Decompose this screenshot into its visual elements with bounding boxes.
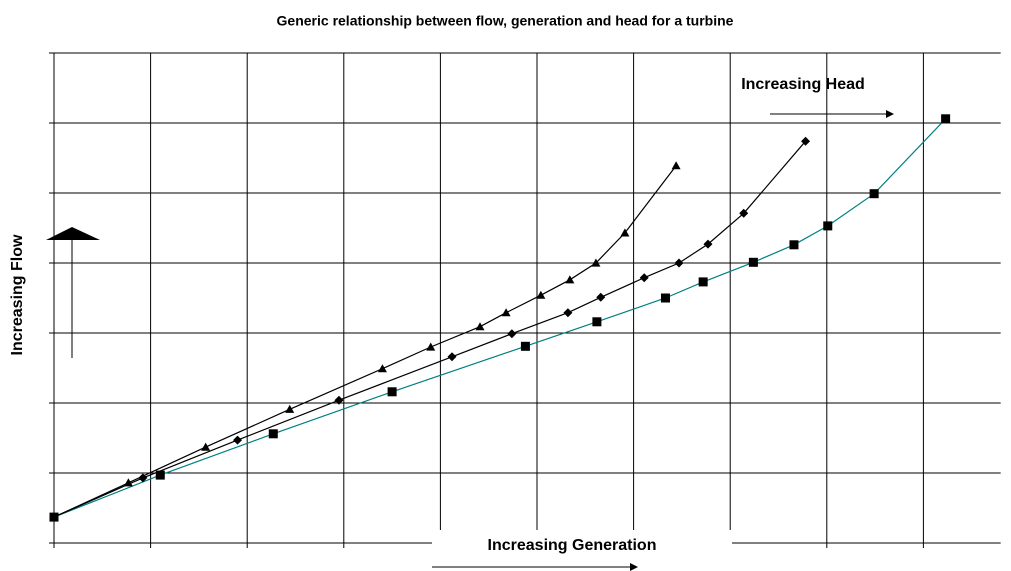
line xyxy=(53,140,807,518)
point xyxy=(698,277,708,287)
point xyxy=(49,512,59,521)
point xyxy=(941,114,951,124)
point xyxy=(123,478,133,487)
point xyxy=(703,239,713,249)
chart-title: Generic relationship between flow, gener… xyxy=(277,13,734,29)
point xyxy=(565,275,575,284)
point xyxy=(501,308,511,317)
arrow-head xyxy=(886,110,894,118)
point xyxy=(823,221,833,231)
point xyxy=(447,352,457,362)
point xyxy=(801,136,811,146)
grid xyxy=(49,52,1001,548)
label-box xyxy=(432,530,732,560)
point xyxy=(536,290,546,299)
x-axis-label: Increasing Generation xyxy=(488,537,657,554)
point xyxy=(268,429,278,439)
point xyxy=(426,342,436,351)
point xyxy=(520,341,530,351)
point xyxy=(233,435,243,445)
point xyxy=(620,228,630,237)
point xyxy=(201,442,211,451)
line xyxy=(53,165,677,518)
plot xyxy=(49,114,951,522)
point xyxy=(739,208,749,218)
point xyxy=(377,364,387,373)
point xyxy=(592,317,602,327)
point xyxy=(674,258,684,268)
point xyxy=(475,322,485,331)
point xyxy=(387,387,397,397)
point xyxy=(507,329,517,339)
point xyxy=(869,189,879,199)
point xyxy=(563,308,573,318)
point xyxy=(334,395,344,405)
arrow-head xyxy=(46,227,100,240)
point xyxy=(596,292,606,302)
annotation: Increasing Head xyxy=(741,76,865,93)
point xyxy=(671,161,681,170)
point xyxy=(591,258,601,267)
point xyxy=(639,273,649,283)
point xyxy=(748,257,758,267)
point xyxy=(285,404,295,413)
line xyxy=(53,118,947,518)
y-axis-label: Increasing Flow xyxy=(9,234,26,355)
arrow-head xyxy=(630,563,638,571)
point xyxy=(660,293,670,303)
point xyxy=(789,240,799,250)
point xyxy=(155,470,165,480)
